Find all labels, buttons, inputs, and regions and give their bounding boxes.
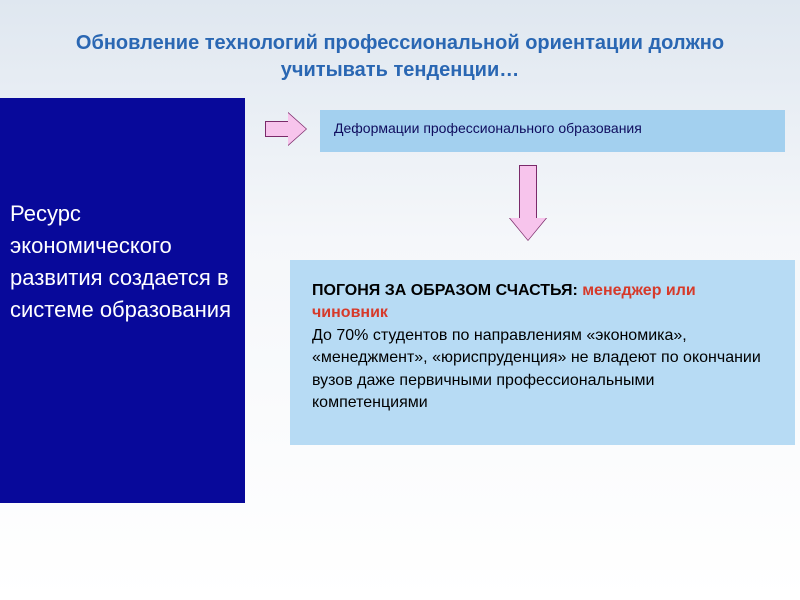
main-lead: ПОГОНЯ ЗА ОБРАЗОМ СЧАСТЬЯ: [312,282,582,299]
sidebar-text: Ресурс экономического развития создается… [10,198,233,326]
arrow-right-icon [265,113,307,145]
top-box: Деформации профессионального образования [320,110,785,152]
sidebar-panel: Ресурс экономического развития создается… [0,98,245,503]
top-box-text: Деформации профессионального образования [334,120,642,136]
slide-title: Обновление технологий профессиональной о… [40,30,760,84]
main-box: ПОГОНЯ ЗА ОБРАЗОМ СЧАСТЬЯ: менеджер или … [290,260,795,445]
main-body: До 70% студентов по направлениям «эконом… [312,325,773,415]
arrow-down-icon [510,165,546,243]
